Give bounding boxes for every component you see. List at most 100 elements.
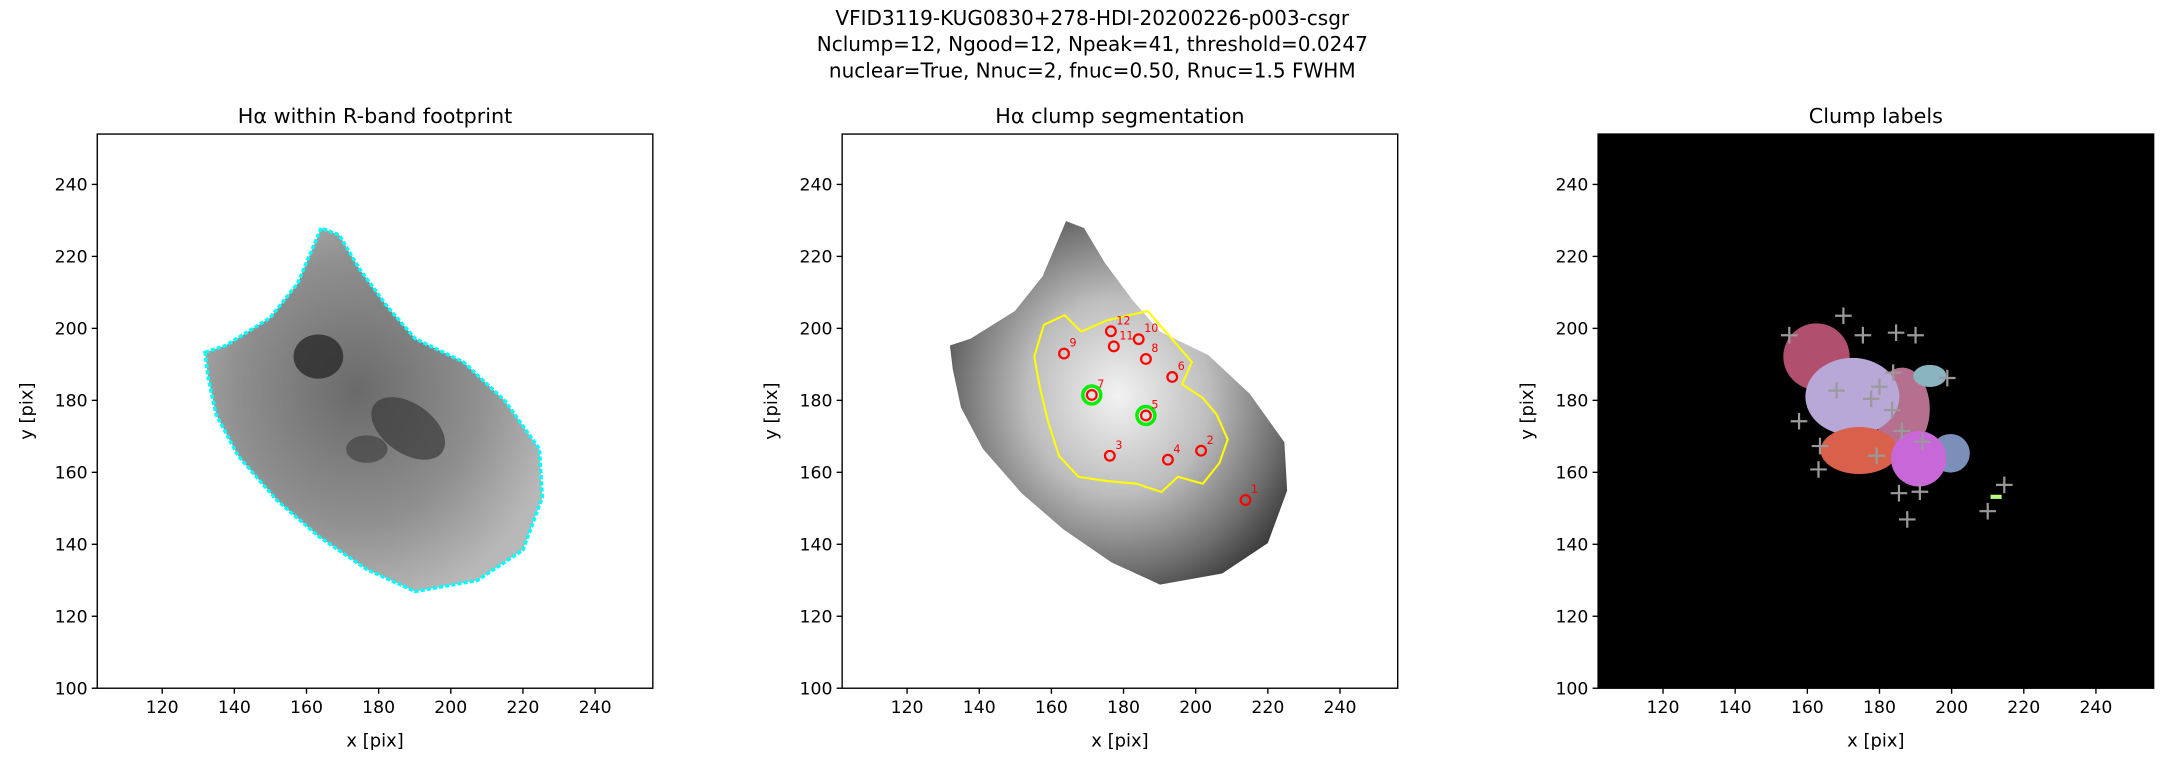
x-tick-label: 220: [506, 698, 539, 718]
y-tick-label: 180: [55, 392, 88, 412]
x-tick-label: 120: [1647, 698, 1680, 718]
peak-marker: [1854, 326, 1872, 344]
x-tick-label: 120: [891, 698, 924, 718]
clump-label: 3: [1115, 439, 1122, 452]
clump-marker: [1107, 340, 1120, 353]
clump-label: 9: [1070, 337, 1077, 350]
x-tick-label: 240: [579, 698, 612, 718]
clump-marker: [1195, 444, 1208, 457]
y-tick-label: 240: [55, 176, 88, 196]
x-tick-label: 220: [1251, 698, 1284, 718]
y-tick-label: 220: [800, 248, 833, 268]
suptitle: nuclear=True, Nnuc=2, fnuc=0.50, Rnuc=1.…: [829, 58, 1356, 82]
clump-marker: [1166, 371, 1179, 383]
y-tick-label: 180: [800, 392, 833, 412]
y-tick-label: 100: [1555, 679, 1588, 699]
clump-label: 8: [1151, 342, 1158, 355]
peak-marker: [1893, 422, 1911, 440]
y-tick-label: 140: [55, 536, 88, 556]
galaxy-image: [949, 221, 1288, 585]
peak-marker: [1911, 483, 1929, 501]
peak-marker: [1898, 511, 1916, 528]
x-tick-label: 180: [362, 698, 395, 718]
y-tick-label: 240: [800, 176, 833, 196]
y-tick-label: 160: [800, 464, 833, 484]
clump-label: 6: [1178, 360, 1185, 373]
peak-marker: [1907, 326, 1924, 344]
y-tick-label: 220: [1555, 248, 1588, 268]
x-tick-label: 240: [2079, 698, 2112, 718]
y-tick-label: 160: [55, 464, 88, 484]
contour: [1033, 309, 1229, 494]
clump-label: 10: [1144, 322, 1158, 335]
y-tick-label: 180: [1555, 392, 1588, 412]
clump-label: 7: [1097, 378, 1104, 391]
x-tick-label: 140: [963, 698, 996, 718]
clump-label: 5: [1151, 399, 1158, 412]
clump-marker: [1139, 409, 1152, 422]
peak-marker: [1887, 324, 1905, 341]
x-tick-label: 200: [1935, 698, 1968, 718]
x-tick-label: 160: [1791, 698, 1824, 718]
peak-marker: [1871, 378, 1888, 395]
x-tick-label: 140: [218, 698, 251, 718]
axes-title: Hα within R-band footprint: [238, 104, 512, 128]
peak-marker: [1835, 307, 1852, 325]
y-tick-label: 120: [1555, 607, 1588, 627]
peak-marker: [1810, 461, 1827, 478]
y-label: y [pix]: [761, 382, 782, 439]
clump-marker: [1132, 333, 1145, 346]
x-label: x [pix]: [1847, 730, 1904, 751]
clump-marker: [1139, 353, 1152, 365]
axes-title: Clump labels: [1809, 104, 1943, 128]
y-tick-label: 160: [1555, 464, 1588, 484]
x-label: x [pix]: [1091, 730, 1148, 751]
x-tick-label: 180: [1863, 698, 1896, 718]
axes-frame: [841, 133, 1399, 689]
x-tick-label: 180: [1107, 698, 1140, 718]
peak-marker: [1811, 437, 1829, 455]
y-tick-label: 240: [1555, 176, 1588, 196]
peak-marker: [1828, 382, 1845, 399]
galaxy-image: [203, 226, 544, 594]
nuclear-marker: [1135, 404, 1157, 427]
x-label: x [pix]: [346, 730, 403, 751]
y-tick-label: 200: [800, 320, 833, 340]
y-tick-label: 120: [55, 607, 88, 627]
nuclear-marker: [1081, 384, 1103, 406]
peak-marker: [1883, 401, 1901, 419]
peak-marker: [1781, 326, 1798, 344]
peak-marker: [1890, 484, 1908, 502]
peak-marker: [1979, 502, 1996, 520]
axes-title: Hα clump segmentation: [995, 104, 1244, 128]
clump-label: 4: [1173, 443, 1180, 456]
y-tick-label: 200: [55, 320, 88, 340]
clump-marker: [1103, 449, 1116, 462]
axes-frame: [96, 133, 654, 689]
y-tick-label: 200: [1555, 320, 1588, 340]
peak-marker: [1939, 369, 1956, 387]
y-tick-label: 140: [800, 536, 833, 556]
y-tick-label: 100: [55, 679, 88, 699]
y-tick-label: 120: [800, 607, 833, 627]
clump-label: 11: [1119, 329, 1133, 342]
clump-label: 2: [1207, 434, 1214, 447]
x-tick-label: 160: [290, 698, 323, 718]
x-tick-label: 160: [1035, 698, 1068, 718]
suptitle: VFID3119-KUG0830+278-HDI-20200226-p003-c…: [835, 6, 1350, 30]
axes-frame: [1597, 133, 2155, 689]
clump-marker: [1085, 389, 1098, 401]
y-tick-label: 220: [55, 248, 88, 268]
clump-marker: [1058, 347, 1070, 360]
peak-marker: [1862, 390, 1880, 408]
peak-marker: [1868, 447, 1885, 465]
peak-marker: [1996, 476, 2013, 494]
x-tick-label: 220: [2007, 698, 2040, 718]
y-label: y [pix]: [16, 382, 37, 439]
x-tick-label: 120: [146, 698, 179, 718]
x-tick-label: 140: [1719, 698, 1752, 718]
suptitle: Nclump=12, Ngood=12, Npeak=41, threshold…: [817, 32, 1368, 56]
y-label: y [pix]: [1517, 382, 1538, 439]
